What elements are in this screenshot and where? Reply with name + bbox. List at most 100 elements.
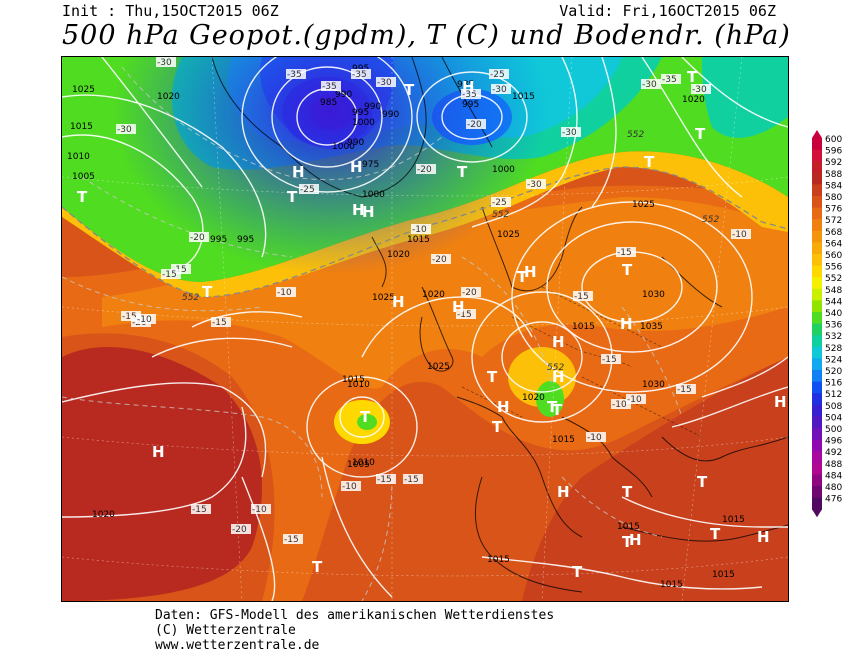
- scale-swatch: [812, 184, 822, 197]
- high-pressure-symbol: H: [462, 78, 475, 96]
- svg-text:1030: 1030: [642, 380, 665, 390]
- svg-text:1015: 1015: [487, 555, 510, 565]
- isotherm-label: -35: [661, 74, 681, 85]
- svg-text:1005: 1005: [347, 460, 370, 470]
- isobar-label: 1020: [682, 95, 705, 105]
- scale-swatch: [812, 196, 822, 209]
- isobar-label: 1015: [512, 92, 535, 102]
- low-pressure-symbol: T: [552, 401, 563, 419]
- svg-text:1015: 1015: [407, 235, 430, 245]
- svg-text:-15: -15: [162, 270, 177, 280]
- scale-swatch: [812, 335, 822, 348]
- low-pressure-symbol: T: [695, 125, 706, 143]
- scale-swatch: [812, 381, 822, 394]
- isotherm-label: -20: [461, 287, 481, 298]
- scale-swatch: [812, 404, 822, 417]
- low-pressure-symbol: T: [622, 483, 633, 501]
- scale-level-label: 532: [825, 332, 842, 342]
- isotherm-label: -25: [489, 69, 509, 80]
- svg-text:-35: -35: [662, 75, 677, 85]
- low-pressure-symbol: T: [622, 261, 633, 279]
- footer-source: Daten: GFS-Modell des amerikanischen Wet…: [155, 608, 555, 623]
- isobar-label: 995: [462, 100, 479, 110]
- svg-text:-20: -20: [190, 233, 205, 243]
- scale-level-label: 548: [825, 286, 842, 296]
- scale-level-label: 488: [825, 460, 842, 470]
- isobar-label: 1010: [352, 458, 375, 468]
- isobar-label: 1000: [492, 165, 515, 175]
- isotherm-label: -10: [276, 287, 296, 298]
- high-pressure-symbol: H: [352, 201, 365, 219]
- isotherm-label: -35: [351, 69, 371, 80]
- svg-text:1020: 1020: [387, 250, 410, 260]
- isobar-label: 985: [457, 80, 474, 90]
- scale-level-label: 508: [825, 402, 842, 412]
- isobar-label: 1010: [67, 152, 90, 162]
- isotherm-label: -30: [526, 179, 546, 190]
- svg-text:995: 995: [237, 235, 254, 245]
- high-pressure-symbol: H: [557, 483, 570, 501]
- isobar-label: 1000: [352, 118, 375, 128]
- svg-text:-25: -25: [492, 198, 507, 208]
- isobar-label: 1015: [712, 570, 735, 580]
- isotherm-label: -30: [491, 84, 511, 95]
- svg-text:990: 990: [347, 138, 364, 148]
- svg-text:1020: 1020: [522, 393, 545, 403]
- isotherm-label: -10: [341, 481, 361, 492]
- svg-text:1015: 1015: [617, 522, 640, 532]
- high-pressure-symbol: H: [774, 393, 787, 411]
- scale-level-label: 484: [825, 471, 842, 481]
- isobars: [62, 57, 788, 601]
- svg-text:1020: 1020: [682, 95, 705, 105]
- scale-top-arrow: [812, 130, 822, 138]
- high-pressure-symbol: H: [620, 315, 633, 333]
- isobar-label: 1025: [632, 200, 655, 210]
- isotherm-label: -15: [161, 269, 181, 280]
- scale-swatch: [812, 161, 822, 174]
- scale-swatch: [812, 393, 822, 406]
- isotherm-label: -30: [156, 57, 176, 68]
- isobar-label: 990: [382, 110, 399, 120]
- isotherm-label: -20: [416, 164, 436, 175]
- svg-text:995: 995: [352, 108, 369, 118]
- svg-text:1000: 1000: [362, 190, 385, 200]
- isotherm-label: -15: [376, 474, 396, 485]
- low-pressure-symbol: T: [287, 188, 298, 206]
- coastlines: [211, 57, 788, 593]
- low-pressure-symbol: T: [687, 68, 698, 86]
- svg-text:990: 990: [335, 90, 352, 100]
- scale-swatch: [812, 242, 822, 255]
- svg-text:990: 990: [364, 102, 381, 112]
- high-pressure-symbol: H: [524, 263, 537, 281]
- svg-text:-10: -10: [137, 315, 152, 325]
- svg-text:-10: -10: [252, 505, 267, 515]
- svg-text:-15: -15: [677, 385, 692, 395]
- svg-text:-15: -15: [602, 355, 617, 365]
- scale-level-label: 492: [825, 448, 842, 458]
- scale-level-label: 520: [825, 367, 842, 377]
- scale-bottom-arrow: [812, 509, 822, 518]
- svg-text:-15: -15: [457, 310, 472, 320]
- isobar-label: 975: [362, 160, 379, 170]
- scale-swatch: [812, 346, 822, 359]
- isotherm-label: -25: [491, 197, 511, 208]
- scale-swatch: [812, 138, 822, 151]
- svg-text:-35: -35: [352, 70, 367, 80]
- svg-text:-15: -15: [284, 535, 299, 545]
- high-pressure-symbol: H: [552, 368, 565, 386]
- isobar-label: 985: [320, 98, 337, 108]
- isobar-label: 995: [352, 108, 369, 118]
- low-pressure-symbol: T: [572, 563, 583, 581]
- isobar-label: 1025: [497, 230, 520, 240]
- isotherm-label: -15: [403, 474, 423, 485]
- isotherm-label: -10: [731, 229, 751, 240]
- svg-text:1025: 1025: [497, 230, 520, 240]
- svg-text:552: 552: [182, 293, 199, 303]
- low-pressure-symbol: T: [487, 368, 498, 386]
- scale-swatch: [812, 439, 822, 452]
- svg-text:1025: 1025: [632, 200, 655, 210]
- svg-text:-30: -30: [527, 180, 542, 190]
- low-pressure-symbol: T: [404, 81, 415, 99]
- isotherm-label: -20: [189, 232, 209, 243]
- isobar-label: 1015: [660, 580, 683, 590]
